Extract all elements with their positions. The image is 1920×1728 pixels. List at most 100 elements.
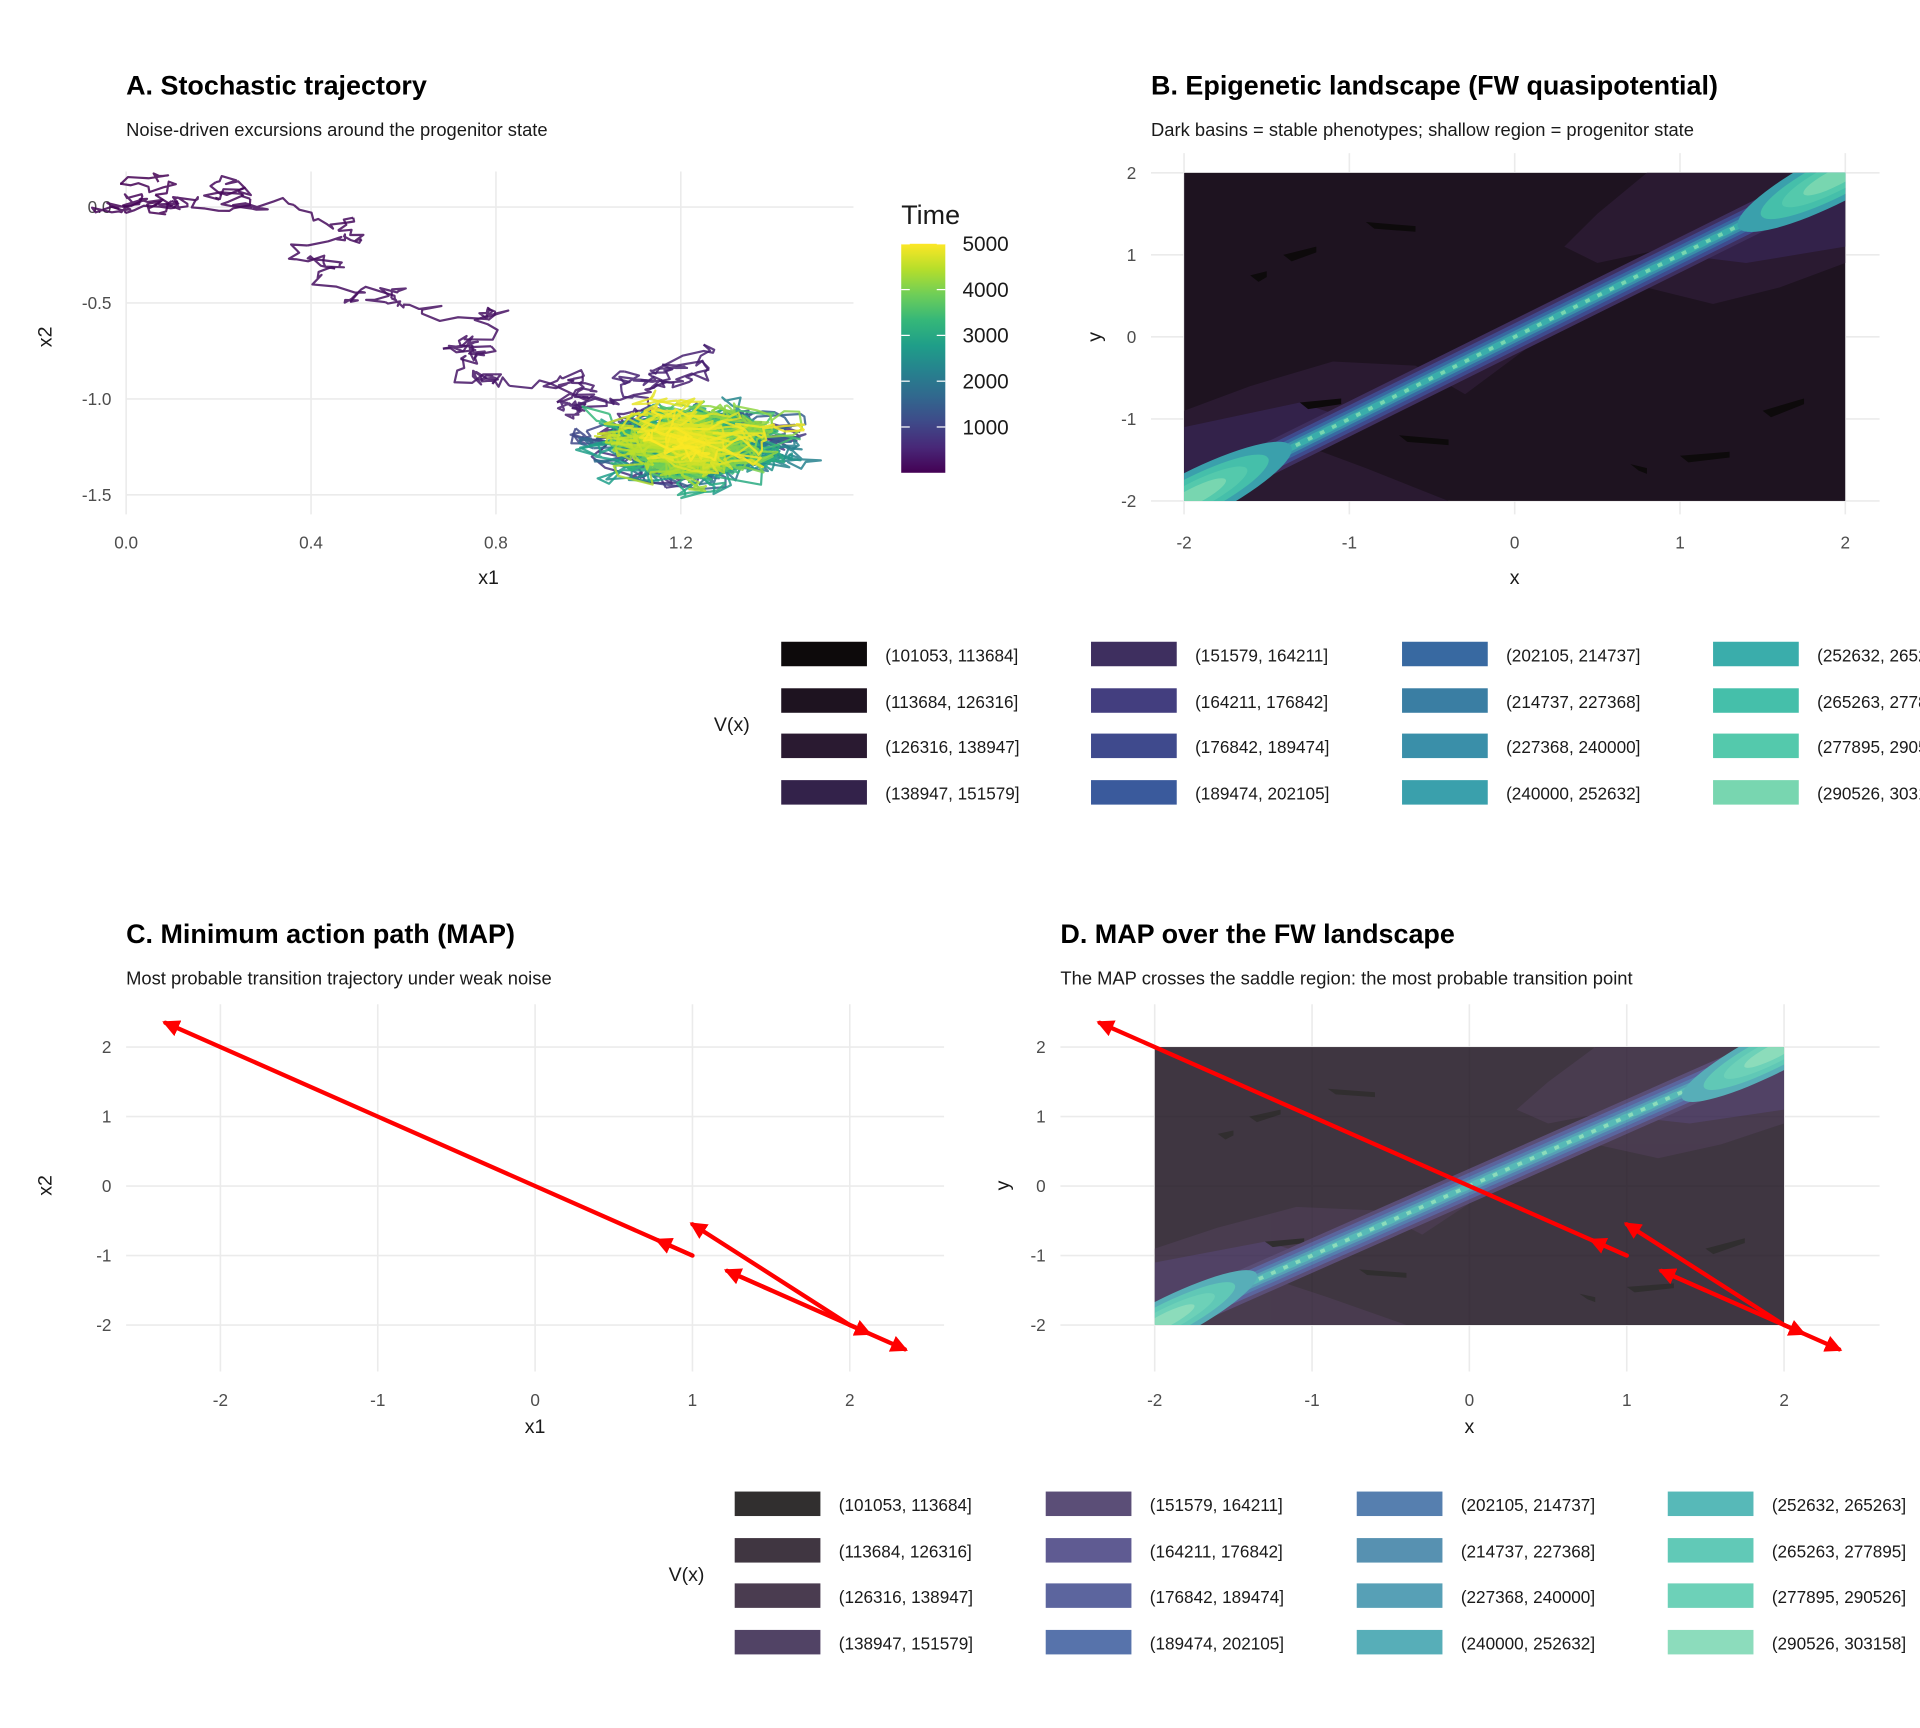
panel-c-title: C. Minimum action path (MAP): [126, 919, 515, 949]
legend-key: [1045, 1491, 1132, 1517]
y-tick-label: 0.0: [88, 197, 112, 217]
trajectory-segment: [658, 360, 710, 384]
legend-key: [1713, 780, 1799, 805]
x-tick-label: -2: [213, 1390, 228, 1410]
legend-label: (176842, 189474]: [1150, 1587, 1284, 1607]
panel-a-xlabel: x1: [478, 567, 499, 589]
y-tick-label: -2: [1030, 1315, 1045, 1335]
legend-label: (151579, 164211]: [1195, 645, 1328, 665]
y-tick-label: -1.5: [82, 485, 112, 505]
legend-key: [1402, 733, 1488, 759]
panel-b-xlabel: x: [1510, 567, 1520, 589]
colorbar-tick-label: 2000: [962, 371, 1008, 394]
colorbar-tick-label: 4000: [962, 279, 1008, 302]
y-tick-label: -2: [96, 1315, 111, 1335]
trajectory-segment: [293, 204, 356, 230]
y-tick-label: 1: [102, 1107, 112, 1127]
trajectory-segment: [453, 354, 503, 385]
legend-label: (240000, 252632]: [1461, 1634, 1595, 1654]
x-tick-label: 0.0: [114, 533, 138, 553]
trajectory-segment: [542, 375, 584, 390]
trajectory-segment: [611, 370, 650, 405]
legend-label: (277895, 290526]: [1772, 1587, 1906, 1607]
trajectory-segment: [567, 379, 598, 399]
landscape-fill: [1184, 172, 1846, 501]
legend-key: [1713, 733, 1799, 759]
y-tick-label: -1: [1030, 1246, 1045, 1266]
landscape-peak: [1803, 172, 1846, 196]
legend-key: [734, 1629, 821, 1655]
panel-d-legend: (101053, 113684] (113684, 126316] (126316,…: [734, 1491, 1906, 1655]
trajectory-segment: [311, 265, 366, 303]
trajectory-segment: [337, 216, 365, 242]
legend-key: [1091, 641, 1177, 667]
panel-c: C. Minimum action path (MAP) Most probab…: [34, 919, 945, 1438]
trajectory-segment: [365, 287, 407, 304]
trajectory-segment: [671, 408, 756, 444]
panel-b-title: B. Epigenetic landscape (FW quasipotenti…: [1151, 70, 1718, 100]
trajectory-segment: [420, 307, 497, 323]
legend-key: [781, 688, 867, 713]
legend-key: [1045, 1629, 1132, 1655]
trajectory-segment: [307, 233, 363, 247]
legend-label: (113684, 126316]: [885, 692, 1018, 712]
y-tick-label: -1: [1121, 409, 1136, 429]
panel-d-ylabel: y: [992, 1180, 1014, 1190]
trajectory-segment: [215, 174, 246, 201]
legend-label: (138947, 151579]: [885, 784, 1019, 804]
trajectory-segment: [471, 369, 497, 386]
trajectory-segment: [460, 344, 486, 365]
trajectory-segment: [203, 191, 253, 210]
legend-label: (101053, 113684]: [839, 1495, 972, 1515]
x-tick-label: 2: [845, 1390, 855, 1410]
trajectory-segment: [680, 435, 741, 461]
legend-key: [734, 1538, 821, 1563]
y-tick-label: 1: [1036, 1107, 1046, 1127]
trajectory-segment: [478, 306, 510, 319]
panel-a: A. Stochastic trajectory Noise-driven ex…: [34, 70, 1008, 589]
panel-d-plot: -2 -1 0 1 2 -2 -1 0 1 2: [1030, 1004, 1880, 1410]
legend-key: [781, 641, 867, 667]
x-tick-label: -1: [1342, 533, 1357, 553]
trajectory-segment: [119, 180, 177, 196]
trajectory-segment: [571, 396, 608, 409]
map-arrow: [1588, 1237, 1629, 1258]
trajectory-segment: [385, 300, 443, 311]
legend-label: (164211, 176842]: [1195, 692, 1328, 712]
legend-label: (290526, 303158]: [1772, 1634, 1906, 1654]
x-tick-label: 0: [1510, 533, 1520, 553]
y-tick-label: 2: [1036, 1037, 1046, 1057]
trajectory-segment: [121, 193, 144, 208]
landscape-dark-pocket: [1365, 222, 1416, 232]
panel-a-plot: 0.0 0.4 0.8 1.2 0.0 -0.5 -1.0 -1.5: [82, 171, 854, 553]
trajectory-segment: [714, 446, 786, 486]
x-tick-label: -1: [370, 1390, 385, 1410]
trajectory-segment: [646, 446, 691, 462]
legend-label: (176842, 189474]: [1195, 737, 1329, 757]
legend-label: (126316, 138947]: [839, 1587, 973, 1607]
legend-label: (252632, 265263]: [1772, 1495, 1906, 1515]
trajectory-segment: [618, 370, 655, 387]
legend-key: [1667, 1538, 1754, 1563]
landscape-dark-pocket: [1299, 398, 1342, 410]
trajectory-segment: [209, 181, 252, 200]
legend-key: [1091, 688, 1177, 713]
trajectory-segment: [90, 204, 132, 214]
legend-label: (101053, 113684]: [885, 645, 1018, 665]
landscape-dark-pocket: [1762, 398, 1805, 418]
panel-a-subtitle: Noise-driven excursions around the proge…: [126, 119, 547, 140]
legend-key: [1356, 1538, 1443, 1563]
legend-key: [1045, 1538, 1132, 1563]
trajectory-segment: [120, 172, 170, 185]
x-tick-label: 1: [688, 1390, 698, 1410]
x-tick-label: 0: [1465, 1390, 1475, 1410]
panel-c-ylabel: x2: [34, 1175, 56, 1196]
landscape-dark-pocket: [1250, 271, 1267, 282]
legend-label: (189474, 202105]: [1195, 784, 1329, 804]
y-tick-label: 0: [102, 1176, 112, 1196]
x-tick-label: -2: [1176, 533, 1191, 553]
trajectory-segment: [231, 196, 295, 211]
map-arrow: [1623, 1222, 1787, 1328]
landscape-dark-pocket: [1398, 435, 1449, 446]
